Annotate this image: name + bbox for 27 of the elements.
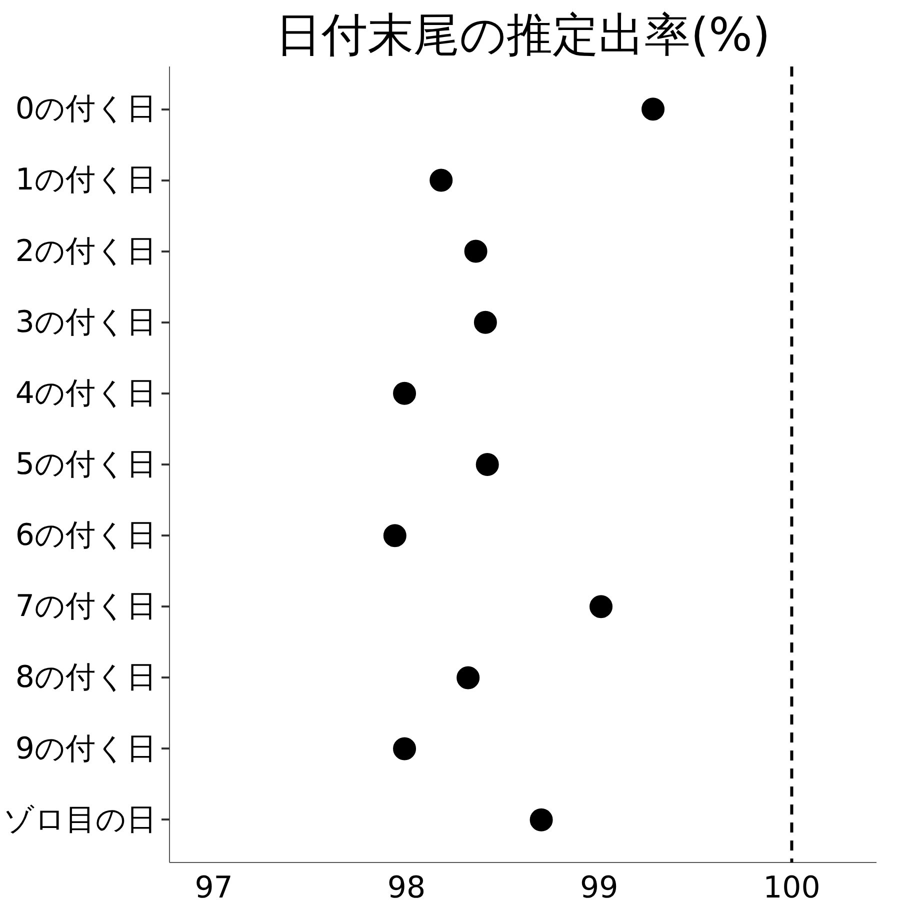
x-tick-label: 100: [763, 870, 820, 900]
point: [383, 524, 406, 548]
y-tick-label: 5の付く日: [15, 447, 157, 482]
point: [642, 98, 665, 121]
y-tick-label: 1の付く日: [15, 162, 157, 198]
y-tick-label: 8の付く日: [15, 660, 157, 696]
point: [393, 382, 416, 405]
x-tick-label: 98: [387, 870, 426, 900]
y-tick-label: 0の付く日: [15, 92, 157, 127]
point: [430, 168, 453, 192]
point: [530, 808, 553, 832]
x-tick-label: 99: [580, 870, 618, 900]
y-tick-label: 4の付く日: [15, 376, 157, 411]
y-tick-label: ゾロ目の日: [4, 802, 156, 838]
y-tick-label: 9の付く日: [15, 731, 157, 766]
y-tick-label: 2の付く日: [15, 234, 157, 269]
y-tick-label: 3の付く日: [15, 304, 157, 340]
y-tick-label: 7の付く日: [15, 589, 157, 624]
point: [476, 453, 499, 476]
point: [590, 595, 613, 618]
chart-title: 日付末尾の推定出率(%): [276, 8, 770, 62]
point: [464, 240, 488, 263]
point: [456, 666, 480, 690]
x-tick-label: 97: [194, 870, 233, 900]
point: [474, 310, 497, 334]
y-tick-label: 6の付く日: [15, 518, 157, 554]
point: [393, 737, 416, 760]
